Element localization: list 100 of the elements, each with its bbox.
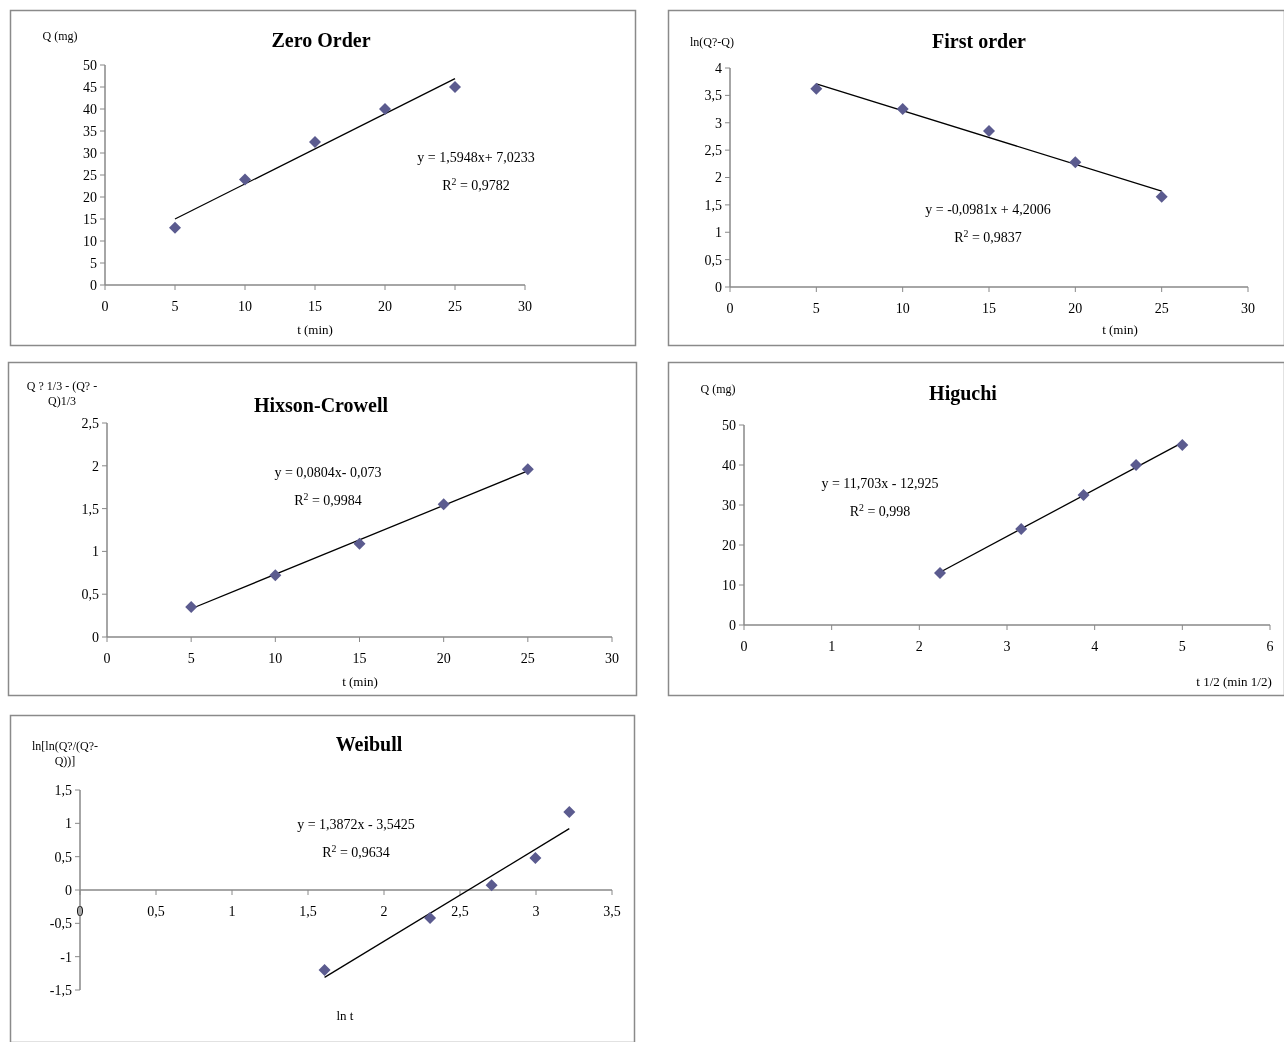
y-tick-label: 1: [92, 544, 99, 560]
y-tick-label: 4: [715, 60, 722, 76]
x-tick-label: 25: [520, 651, 535, 666]
y-tick-label: -1,5: [49, 982, 72, 998]
annotation: R$^{2}$ = 0,9984: [294, 490, 362, 508]
x-tick-label: 4: [1091, 639, 1099, 654]
x-tick-label: 30: [518, 299, 532, 314]
annotation: y = 11,703x - 12,925: [821, 476, 939, 491]
point: [449, 81, 461, 93]
y-tick-label: 1,5: [54, 782, 72, 798]
point: [309, 136, 321, 148]
x-tick-label: 0,5: [147, 904, 165, 919]
x-tick-label: 10: [895, 301, 910, 316]
x-tick-label: 5: [171, 299, 179, 314]
annotation: R$^{2}$ = 0,9634: [322, 842, 390, 860]
y-tick-label: 40: [722, 457, 736, 473]
point: [529, 852, 542, 864]
x-tick-label: 1: [228, 904, 236, 919]
point: [1155, 190, 1168, 203]
x-tick-label: 25: [1154, 301, 1169, 316]
y-axis-title: Q ? 1/3 - (Q? - Q)1/3: [26, 379, 98, 408]
y-axis-title: ln[ln(Q?/(Q?- Q))]: [32, 739, 98, 768]
y-tick-label: 15: [83, 211, 97, 227]
point: [1130, 459, 1143, 471]
y-tick-label: 10: [722, 577, 736, 593]
point: [521, 463, 534, 476]
y-tick-label: 1: [65, 816, 72, 832]
x-tick-label: 25: [448, 299, 462, 314]
chart-title: Zero Order: [271, 29, 371, 51]
point: [353, 537, 366, 550]
point: [269, 569, 282, 582]
x-axis-title: t (min): [342, 674, 378, 689]
point: [318, 964, 331, 976]
point: [563, 806, 576, 818]
point: [1069, 156, 1082, 169]
x-axis-title: ln t: [336, 1008, 354, 1023]
point: [896, 103, 909, 116]
y-tick-label: 45: [83, 79, 97, 95]
y-tick-label: 5: [90, 255, 97, 271]
point: [169, 221, 181, 234]
y-axis-title: Q (mg): [42, 29, 78, 43]
y-tick-label: 2: [715, 170, 722, 186]
y-tick-label: 0,5: [81, 587, 99, 603]
point: [934, 567, 947, 579]
point: [379, 103, 391, 115]
x-tick-label: 15: [352, 651, 367, 666]
point: [1015, 523, 1028, 535]
annotation: y = 1,3872x - 3,5425: [297, 817, 415, 832]
y-tick-label: 0: [729, 617, 736, 633]
annotation: R$^{2}$ = 0,9837: [954, 227, 1022, 245]
annotation: R$^{2}$ = 0,9782: [442, 175, 510, 193]
y-tick-label: 20: [722, 537, 736, 553]
y-tick-label: 1: [715, 225, 722, 241]
y-tick-label: 0,5: [704, 252, 722, 268]
point: [239, 173, 251, 186]
y-tick-label: 2: [92, 458, 99, 474]
x-tick-label: 15: [982, 301, 996, 316]
chart-title: Weibull: [335, 733, 403, 755]
y-tick-label: 30: [83, 145, 97, 161]
x-tick-label: 3: [532, 904, 540, 919]
x-tick-label: 6: [1266, 639, 1274, 654]
y-tick-label: 0: [90, 277, 97, 293]
x-axis-title: t (min): [1102, 322, 1138, 337]
x-tick-label: 2: [915, 639, 923, 654]
y-tick-label: 10: [83, 233, 97, 249]
y-axis-title: Q (mg): [700, 382, 736, 396]
x-tick-label: 20: [378, 299, 392, 314]
x-tick-label: 30: [605, 651, 619, 666]
point: [1077, 489, 1090, 501]
x-tick-label: 1: [828, 639, 836, 654]
annotation: y = -0,0981x + 4,2006: [925, 202, 1051, 217]
y-tick-label: -1: [60, 949, 72, 965]
y-tick-label: 1,5: [81, 501, 99, 517]
x-tick-label: 15: [308, 299, 322, 314]
y-tick-label: 1,5: [704, 197, 722, 213]
x-tick-label: 30: [1241, 301, 1255, 316]
y-tick-label: 50: [722, 417, 736, 433]
x-axis-title: t (min): [297, 322, 333, 337]
x-tick-label: 0: [740, 639, 748, 654]
y-tick-label: 50: [83, 57, 97, 73]
point: [983, 124, 995, 137]
point: [437, 498, 450, 511]
x-tick-label: 10: [238, 299, 252, 314]
y-tick-label: 20: [83, 189, 97, 205]
y-tick-label: 40: [83, 101, 97, 117]
annotation: y = 1,5948x+ 7,0233: [417, 150, 535, 165]
x-tick-label: 5: [812, 301, 820, 316]
x-tick-label: 3: [1003, 639, 1011, 654]
point: [485, 879, 498, 892]
chart-title: Hixson-Crowell: [253, 394, 389, 416]
x-tick-label: 10: [268, 651, 283, 666]
x-axis-title: t 1/2 (min 1/2): [1196, 674, 1272, 689]
y-tick-label: -0,5: [49, 916, 72, 932]
y-tick-label: 30: [722, 497, 736, 513]
y-tick-label: 35: [83, 123, 97, 139]
x-tick-label: 5: [187, 651, 195, 666]
point: [185, 601, 198, 614]
x-tick-label: 3,5: [603, 904, 621, 919]
x-tick-label: 2: [380, 904, 388, 919]
y-tick-label: 0: [65, 882, 72, 898]
